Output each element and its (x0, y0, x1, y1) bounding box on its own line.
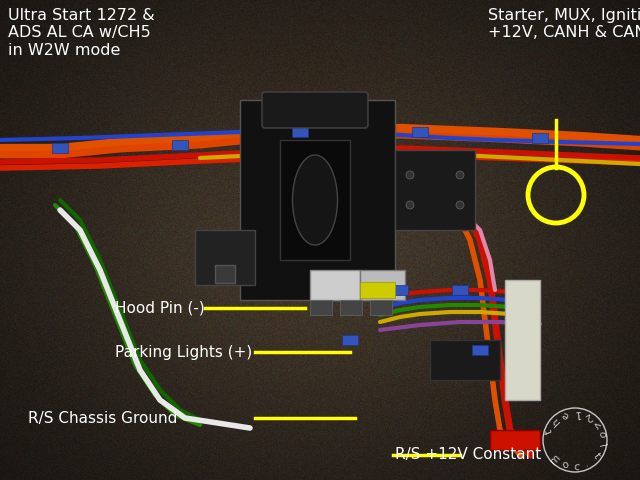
Text: e: e (561, 409, 570, 420)
Bar (340, 300, 362, 315)
Text: Hood Pin (-): Hood Pin (-) (115, 300, 205, 315)
Text: Parking Lights (+): Parking Lights (+) (115, 345, 252, 360)
Bar (240, 100, 395, 300)
Bar (472, 345, 488, 355)
Bar (395, 150, 475, 230)
FancyBboxPatch shape (262, 92, 368, 128)
Bar (310, 300, 332, 315)
Text: t: t (544, 427, 555, 434)
Bar (490, 430, 540, 450)
Bar (430, 340, 500, 380)
Text: h: h (550, 415, 562, 427)
Text: o: o (596, 430, 607, 438)
Text: c: c (573, 462, 580, 472)
Bar (172, 140, 188, 150)
Bar (370, 300, 392, 315)
Bar (310, 270, 360, 300)
Bar (412, 127, 428, 137)
Bar (360, 270, 405, 300)
Bar (532, 133, 548, 143)
Text: v: v (591, 419, 602, 429)
Bar (195, 230, 255, 285)
Text: 2: 2 (582, 410, 593, 422)
Circle shape (456, 171, 464, 179)
Text: l: l (596, 443, 607, 448)
Bar (452, 285, 468, 295)
Text: .: . (584, 458, 592, 469)
Bar (292, 127, 308, 137)
Text: t: t (591, 452, 602, 461)
Ellipse shape (292, 155, 337, 245)
Bar (392, 285, 408, 295)
Text: Starter, MUX, Ignition,
+12V, CANH & CANL: Starter, MUX, Ignition, +12V, CANH & CAN… (488, 8, 640, 40)
Bar (360, 282, 395, 298)
Circle shape (406, 171, 414, 179)
Text: Ultra Start 1272 &
ADS AL CA w/CH5
in W2W mode: Ultra Start 1272 & ADS AL CA w/CH5 in W2… (8, 8, 155, 58)
Bar (52, 143, 68, 153)
Text: m: m (548, 452, 563, 466)
Text: o: o (561, 459, 570, 471)
Circle shape (406, 201, 414, 209)
Bar (342, 335, 358, 345)
Bar (505, 280, 540, 400)
Bar (215, 265, 235, 283)
Circle shape (456, 201, 464, 209)
Text: R/S +12V Constant: R/S +12V Constant (395, 447, 541, 463)
Text: R/S Chassis Ground: R/S Chassis Ground (28, 410, 177, 425)
Bar (280, 140, 350, 260)
Text: 1: 1 (573, 408, 580, 418)
